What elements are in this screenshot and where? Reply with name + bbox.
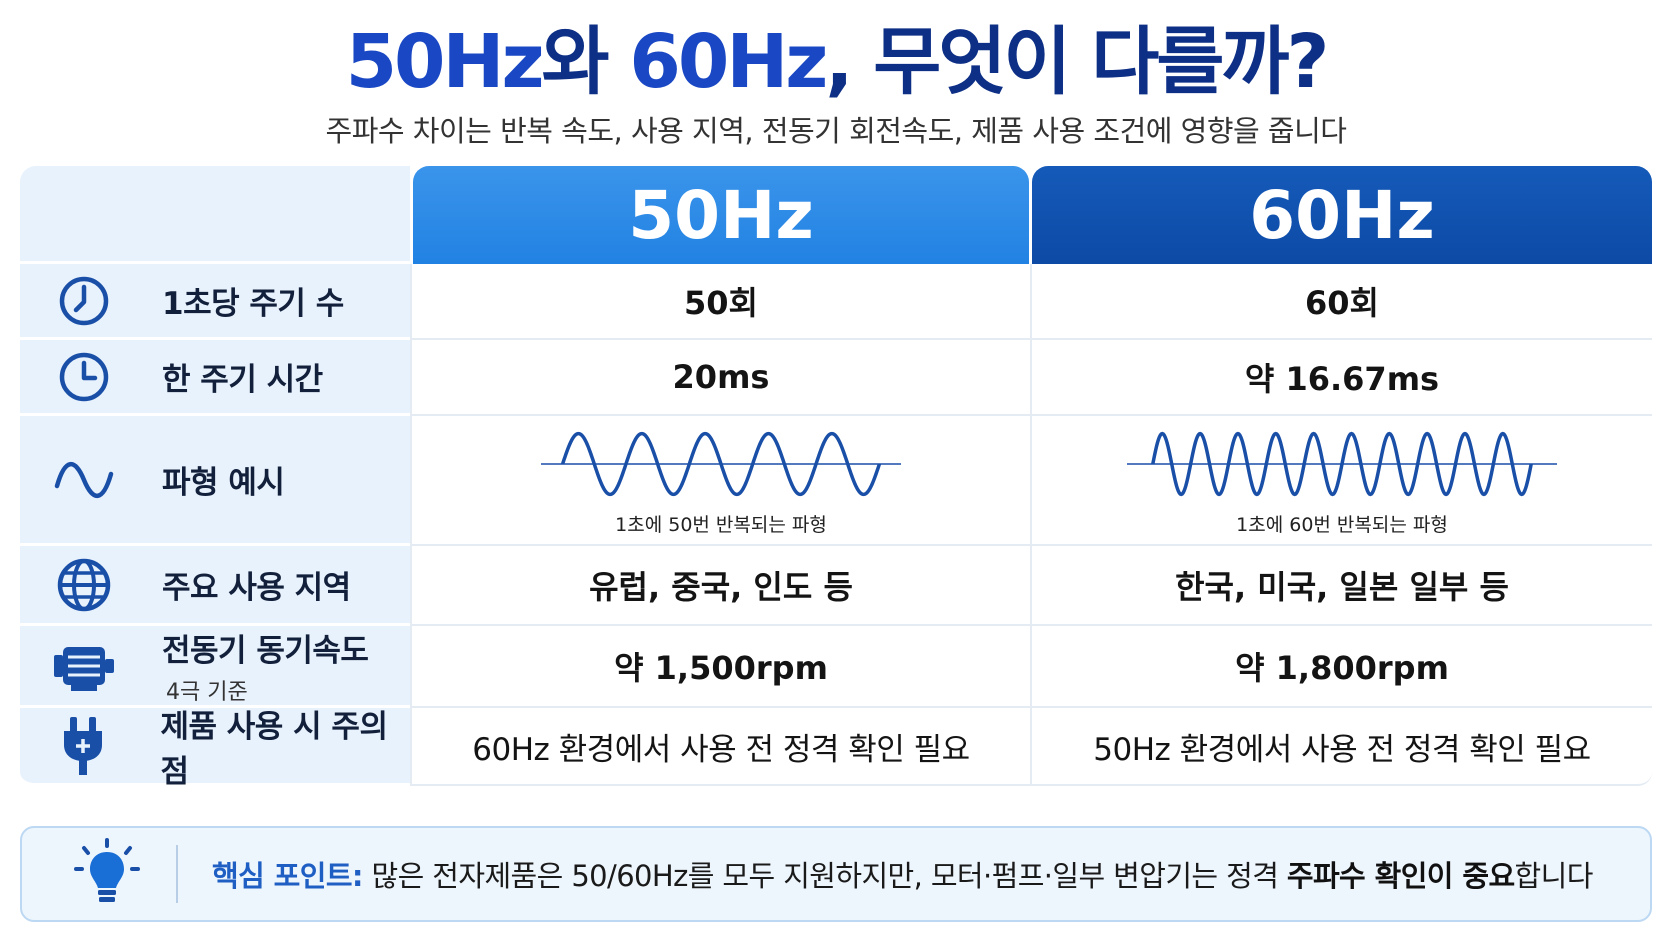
row-sublabel-text: 4극 기준 bbox=[166, 680, 248, 705]
row-label-caution: 제품 사용 시 주의점 bbox=[20, 708, 410, 790]
key-point-emphasis: 주파수 확인이 중요 bbox=[1286, 859, 1515, 893]
cell-60hz-period: 약 16.67ms bbox=[1030, 340, 1652, 416]
row-label-text: 주요 사용 지역 bbox=[162, 570, 351, 606]
row-label-motor: 전동기 동기속도 4극 기준 bbox=[20, 626, 410, 708]
cell-60hz-caution: 50Hz 환경에서 사용 전 정격 확인 필요 bbox=[1030, 708, 1652, 786]
row-label-regions: 주요 사용 지역 bbox=[20, 546, 410, 626]
row-label-waveform: 파형 예시 bbox=[20, 416, 410, 546]
cell-50hz-regions: 유럽, 중국, 인도 등 bbox=[410, 546, 1030, 626]
title-question: , 무엇이 다를까? bbox=[825, 19, 1329, 105]
waveform-60hz-graphic bbox=[1127, 431, 1557, 496]
cell-60hz-regions: 한국, 미국, 일본 일부 등 bbox=[1030, 546, 1652, 626]
key-point-ending: 합니다 bbox=[1514, 859, 1594, 893]
key-point-box: 핵심 포인트: 많은 전자제품은 50/60Hz를 모두 지원하지만, 모터·펌… bbox=[20, 826, 1652, 922]
row-label-text: 전동기 동기속도 bbox=[162, 633, 369, 669]
key-point-label: 핵심 포인트: bbox=[212, 859, 364, 893]
comparison-table: 50Hz 60Hz 1초당 주기 수 50회 60회 한 주기 시간 20ms … bbox=[20, 166, 1652, 814]
row-label-text: 파형 예시 bbox=[162, 465, 285, 501]
motor-icon bbox=[48, 630, 120, 702]
header-blank-cell bbox=[20, 166, 410, 264]
footer-divider bbox=[176, 845, 178, 903]
column-header-50hz: 50Hz bbox=[413, 166, 1029, 264]
waveform-50hz-graphic bbox=[541, 431, 901, 496]
cell-60hz-cycles: 60회 bbox=[1030, 264, 1652, 340]
waveform-50hz-caption: 1초에 50번 반복되는 파형 bbox=[615, 513, 827, 536]
clock-icon bbox=[48, 341, 120, 413]
clock-icon bbox=[48, 265, 120, 337]
lightbulb-icon bbox=[62, 829, 152, 919]
row-label-text: 1초당 주기 수 bbox=[162, 286, 344, 322]
cell-50hz-motor: 약 1,500rpm bbox=[410, 626, 1030, 708]
key-point-text: 핵심 포인트: 많은 전자제품은 50/60Hz를 모두 지원하지만, 모터·펌… bbox=[212, 853, 1593, 895]
waveform-60hz-caption: 1초에 60번 반복되는 파형 bbox=[1236, 513, 1448, 536]
cell-50hz-cycles: 50회 bbox=[410, 264, 1030, 340]
title-and: 와 bbox=[541, 19, 630, 105]
cell-50hz-waveform: 1초에 50번 반복되는 파형 bbox=[410, 416, 1030, 546]
cell-60hz-motor: 약 1,800rpm bbox=[1030, 626, 1652, 708]
cell-50hz-caution: 60Hz 환경에서 사용 전 정격 확인 필요 bbox=[410, 708, 1030, 786]
key-point-body: 많은 전자제품은 50/60Hz를 모두 지원하지만, 모터·펌프·일부 변압기… bbox=[362, 859, 1287, 893]
title-60hz: 60Hz bbox=[629, 19, 828, 105]
row-label-text: 제품 사용 시 주의점 bbox=[160, 708, 388, 790]
row-label-text: 한 주기 시간 bbox=[162, 362, 323, 398]
waveform-line bbox=[560, 431, 882, 496]
plug-icon bbox=[48, 710, 118, 782]
title-50hz: 50Hz bbox=[345, 19, 545, 105]
row-label-cycles: 1초당 주기 수 bbox=[20, 264, 410, 340]
waveform-line bbox=[1151, 431, 1533, 496]
globe-icon bbox=[48, 549, 120, 621]
page-title: 50Hz와 60Hz, 무엇이 다를까? bbox=[0, 14, 1672, 110]
cell-50hz-period: 20ms bbox=[410, 340, 1030, 416]
sine-wave-icon bbox=[48, 444, 120, 516]
page-subtitle: 주파수 차이는 반복 속도, 사용 지역, 전동기 회전속도, 제품 사용 조건… bbox=[325, 114, 1347, 148]
row-label-period: 한 주기 시간 bbox=[20, 340, 410, 416]
column-header-60hz: 60Hz bbox=[1032, 166, 1652, 264]
cell-60hz-waveform: 1초에 60번 반복되는 파형 bbox=[1030, 416, 1652, 546]
